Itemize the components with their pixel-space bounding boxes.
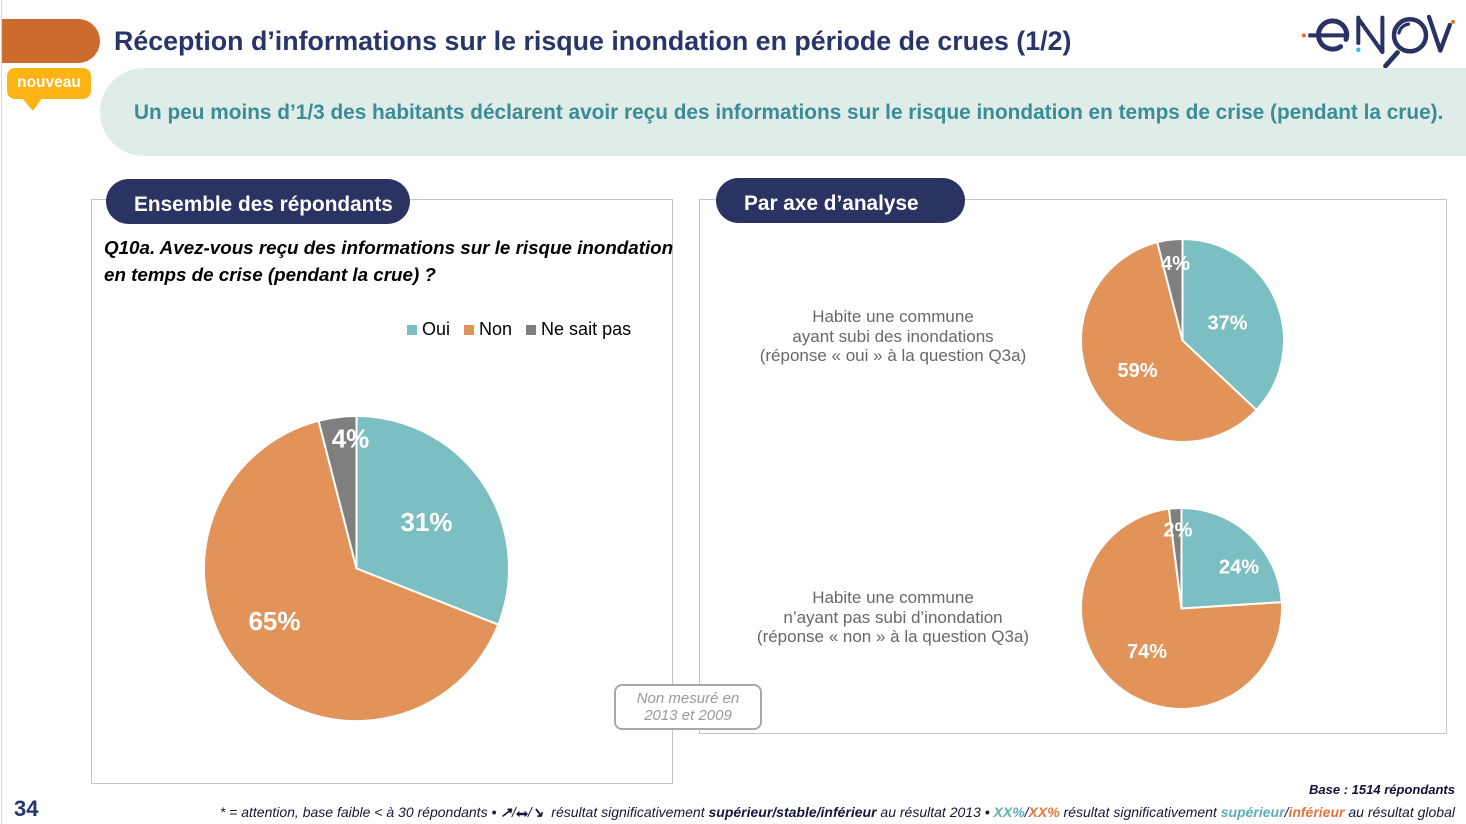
svg-text:4%: 4% <box>331 424 369 454</box>
svg-text:37%: 37% <box>1207 312 1247 334</box>
svg-text:65%: 65% <box>248 606 300 636</box>
svg-text:74%: 74% <box>1127 641 1167 663</box>
svg-text:31%: 31% <box>400 507 452 537</box>
svg-text:4%: 4% <box>1161 253 1190 275</box>
svg-text:24%: 24% <box>1219 556 1259 578</box>
svg-text:59%: 59% <box>1117 360 1157 382</box>
svg-text:2%: 2% <box>1164 519 1193 541</box>
